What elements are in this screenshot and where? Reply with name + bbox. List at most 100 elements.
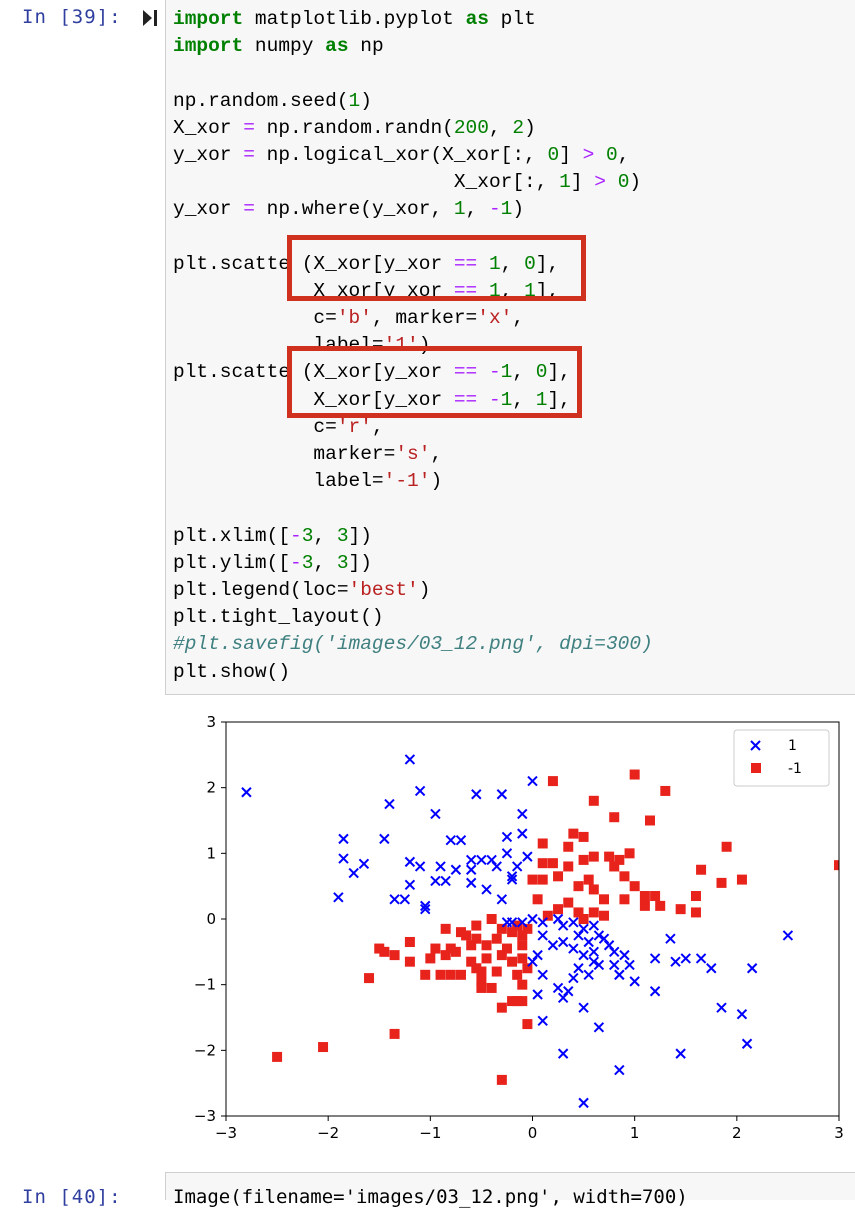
code-token: np.random.seed( <box>173 89 349 112</box>
point-x <box>593 1022 605 1033</box>
code-line: label='-1') <box>173 468 653 495</box>
code-token: plt.tight_layout() <box>173 606 384 629</box>
legend-label-1: 1 <box>788 738 797 754</box>
point-square <box>553 904 564 915</box>
point-square <box>542 910 553 921</box>
point-x <box>619 949 630 961</box>
next-cell-editor[interactable] <box>165 1172 855 1200</box>
code-token: c= <box>173 307 337 330</box>
code-token: import <box>173 35 244 58</box>
point-square <box>563 897 574 908</box>
point-square <box>609 861 620 872</box>
point-x <box>675 1048 686 1059</box>
y-tick-label: −1 <box>194 976 216 994</box>
code-token: , <box>512 307 525 330</box>
y-tick-label: 1 <box>206 844 216 862</box>
point-square <box>690 907 701 918</box>
code-token: , <box>512 388 536 411</box>
code-editor[interactable]: import matplotlib.pyplot as plt import nu… <box>173 6 653 686</box>
point-square <box>471 933 482 944</box>
point-x <box>430 808 441 820</box>
code-line: plt.xlim([-3, 3]) <box>173 523 653 550</box>
point-x <box>465 877 477 889</box>
point-x <box>537 969 548 981</box>
code-token: , <box>371 415 384 438</box>
point-square <box>461 930 472 941</box>
code-token: - <box>488 388 501 411</box>
point-square <box>481 953 492 964</box>
code-token: , <box>488 116 513 139</box>
point-x <box>532 989 543 1000</box>
point-square <box>476 966 487 977</box>
point-x <box>435 861 446 872</box>
code-line: import matplotlib.pyplot as plt <box>173 6 653 33</box>
point-x <box>573 930 584 941</box>
point-x <box>506 871 518 882</box>
point-x <box>445 834 456 846</box>
code-token: ], <box>535 252 560 275</box>
code-token: 1 <box>453 198 466 221</box>
point-square <box>736 874 747 885</box>
point-x <box>471 789 482 800</box>
x-tick-label: 3 <box>834 1124 844 1142</box>
point-square <box>537 874 548 885</box>
point-x <box>578 1002 589 1013</box>
code-token: 0 <box>617 171 630 194</box>
highlight-box-1 <box>287 235 586 301</box>
point-square <box>512 969 523 980</box>
point-square <box>721 841 732 852</box>
point-square <box>563 861 574 872</box>
point-x <box>547 940 559 951</box>
point-square <box>404 936 415 947</box>
code-token: '-1' <box>383 470 431 493</box>
code-token: 0 <box>547 143 560 166</box>
code-token: label= <box>173 470 384 493</box>
point-x <box>629 976 640 987</box>
code-token: ]) <box>348 551 372 574</box>
legend-marker-x <box>750 740 761 751</box>
code-token: 'x' <box>477 307 513 330</box>
point-square <box>496 1002 507 1013</box>
point-square <box>486 914 497 924</box>
point-x <box>593 930 605 941</box>
code-token: np <box>348 35 384 58</box>
code-token: 1 <box>500 198 513 221</box>
point-square <box>578 914 589 924</box>
code-token: 1 <box>524 279 536 302</box>
point-square <box>501 943 512 954</box>
point-square <box>578 854 589 865</box>
code-token: , <box>512 361 536 384</box>
point-x <box>517 828 528 839</box>
point-x <box>598 933 610 944</box>
point-x <box>511 861 523 872</box>
point-square <box>696 864 707 875</box>
point-x <box>670 956 681 967</box>
point-square <box>588 907 599 918</box>
code-token: 'r' <box>336 415 372 438</box>
legend-marker-square <box>751 763 761 773</box>
point-x <box>578 949 589 961</box>
point-x <box>578 1097 589 1109</box>
code-token: 1 <box>500 361 513 384</box>
point-x <box>399 894 410 905</box>
point-square <box>491 933 502 944</box>
code-token: > <box>582 143 595 166</box>
point-square <box>834 860 839 871</box>
point-x <box>568 917 579 928</box>
point-x <box>609 959 620 971</box>
point-square <box>496 1074 507 1085</box>
point-x <box>782 930 794 941</box>
y-tick-label: 2 <box>206 779 216 797</box>
point-x <box>552 913 564 925</box>
point-x <box>527 775 538 787</box>
code-token: plt.xlim([ <box>173 524 291 547</box>
point-square <box>537 858 548 869</box>
code-token: np.where(y_xor, <box>254 198 454 221</box>
point-x <box>501 831 513 843</box>
code-token: np.random.randn( <box>254 116 454 139</box>
point-x <box>450 864 462 875</box>
run-cell-icon[interactable] <box>141 8 159 28</box>
point-x <box>414 861 426 872</box>
point-x <box>609 946 620 958</box>
point-square <box>517 979 528 990</box>
